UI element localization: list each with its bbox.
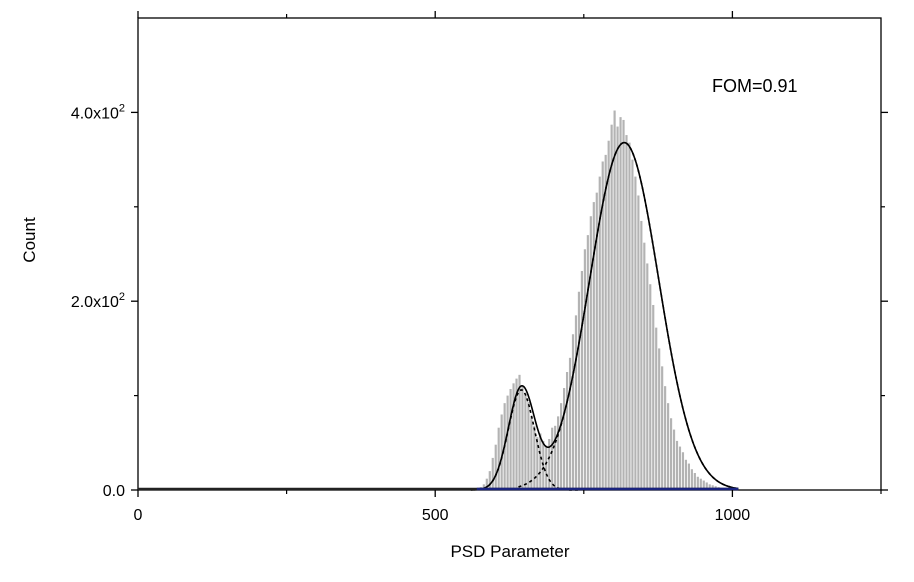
histogram-bars	[476, 110, 735, 491]
x-tick-label: 1000	[715, 507, 751, 524]
histogram-bar	[580, 270, 583, 490]
histogram-bar	[574, 315, 578, 490]
histogram-bar	[539, 433, 542, 490]
histogram-bar	[583, 249, 586, 490]
histogram-bar	[610, 124, 613, 491]
histogram-bar	[598, 176, 601, 490]
histogram-bar	[664, 386, 667, 490]
histogram-bar	[613, 110, 616, 490]
histogram-bar	[711, 485, 714, 490]
histogram-bar	[693, 473, 696, 490]
histogram-bar	[634, 176, 637, 490]
histogram-bar	[652, 304, 655, 490]
histogram-bar	[708, 484, 711, 490]
histogram-bar	[545, 445, 548, 490]
y-axis-title: Count	[20, 217, 39, 263]
histogram-bar	[619, 117, 622, 491]
histogram-bar	[631, 159, 634, 490]
histogram-bar	[646, 263, 649, 490]
axes: 0 500 1000 0.0 2.0x102 4.0x102	[71, 11, 888, 524]
histogram-bar	[563, 388, 566, 490]
histogram-bar	[521, 386, 524, 490]
histogram-bar	[675, 440, 679, 490]
histogram-bar	[616, 126, 619, 490]
histogram-bar	[494, 444, 497, 490]
histogram-bar	[500, 414, 503, 490]
histogram-bar	[687, 463, 690, 490]
histogram-bar	[592, 202, 595, 490]
histogram-bar	[658, 348, 661, 490]
histogram-bar	[637, 195, 640, 490]
histogram-bar	[518, 374, 521, 490]
histogram-bar	[482, 484, 485, 490]
histogram-bar	[705, 482, 708, 490]
histogram-bar	[702, 480, 705, 490]
histogram-bar	[640, 220, 643, 490]
histogram-bar	[622, 119, 625, 490]
x-tick-label: 500	[422, 507, 449, 524]
histogram-bar	[548, 439, 551, 490]
histogram-bar	[565, 372, 569, 490]
histogram-bar	[485, 478, 488, 490]
histogram-bar	[551, 427, 554, 490]
x-axis-title: PSD Parameter	[450, 542, 569, 561]
y-tick-label: 2.0x102	[71, 291, 125, 311]
y-tick-label: 0.0	[103, 483, 125, 500]
histogram-bar	[604, 154, 607, 490]
histogram-bar	[667, 403, 670, 490]
histogram-bar	[655, 327, 658, 490]
histogram-bar	[649, 284, 652, 490]
histogram-bar	[560, 403, 563, 490]
histogram-bar	[696, 476, 699, 490]
histogram-bar	[577, 291, 581, 490]
fit-total-curve	[470, 141, 739, 491]
histogram-bar	[672, 429, 676, 490]
histogram-bar	[554, 425, 557, 490]
y-tick-label: 4.0x102	[71, 102, 125, 122]
histogram-bar	[669, 418, 673, 490]
histogram-bar	[607, 140, 610, 490]
histogram-bar	[527, 402, 530, 490]
histogram-bar	[586, 235, 589, 490]
histogram-bar	[643, 242, 646, 490]
histogram-bar	[601, 161, 604, 491]
histogram-bar	[571, 334, 575, 490]
histogram-bar	[681, 452, 685, 490]
histogram-bar	[661, 366, 664, 490]
histogram-bar	[568, 357, 572, 490]
histogram-bar	[589, 216, 592, 491]
histogram-bar	[515, 378, 518, 490]
histogram-bar	[512, 383, 515, 490]
histogram-bar	[699, 478, 702, 490]
histogram-bar	[506, 395, 509, 490]
histogram-bar	[625, 135, 628, 490]
histogram-bar	[509, 388, 512, 490]
histogram-bar	[536, 437, 539, 490]
histogram-bar	[530, 416, 533, 490]
histogram-bar	[497, 427, 500, 490]
histogram-bar	[628, 142, 631, 491]
histogram-bar	[690, 469, 693, 490]
histogram-bar	[678, 446, 682, 490]
histogram-bar	[684, 459, 688, 490]
histogram-bar	[533, 425, 536, 490]
histogram-bar	[595, 192, 598, 490]
histogram-bar	[524, 393, 527, 490]
histogram-bar	[557, 416, 560, 490]
x-tick-label: 0	[134, 507, 143, 524]
histogram-bar	[542, 440, 545, 490]
histogram-bar	[488, 471, 491, 490]
histogram-bar	[491, 457, 494, 490]
fom-annotation: FOM=0.91	[712, 76, 798, 96]
